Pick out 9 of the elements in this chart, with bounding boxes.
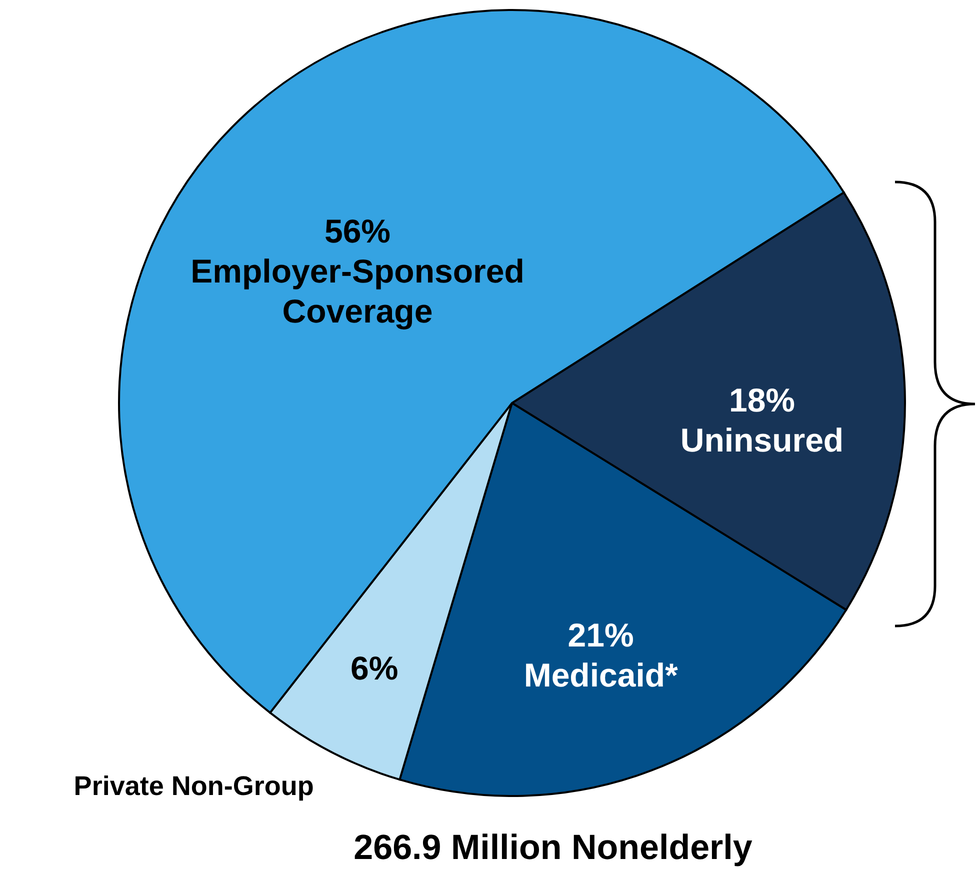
slice-label: Private Non-Group — [74, 770, 314, 801]
data-label: 6% — [350, 650, 398, 687]
slice-label: Medicaid* — [524, 656, 678, 694]
data-label: 18% — [728, 382, 796, 419]
data-label: 21% — [568, 616, 634, 654]
slice-label: Employer-Sponsored Coverage — [190, 252, 524, 330]
slice-label: Uninsured — [680, 422, 844, 459]
text: 266.9 Million Nonelderly — [354, 828, 753, 867]
data-label: 56% — [324, 212, 391, 250]
